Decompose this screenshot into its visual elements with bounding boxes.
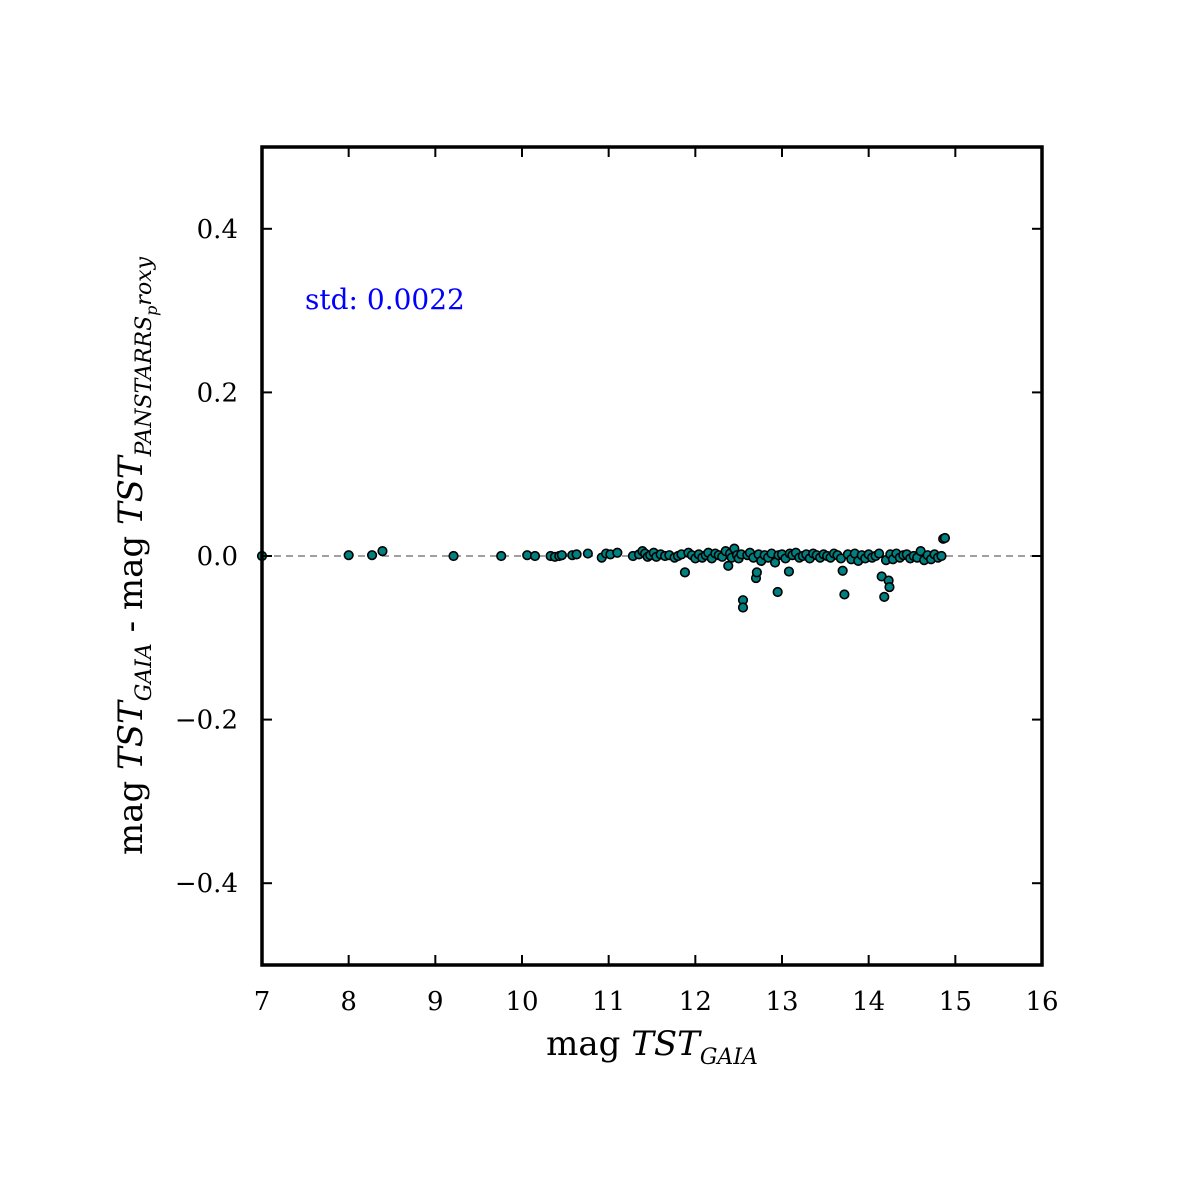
y-tick-label: 0.2: [197, 378, 238, 408]
x-tick-label: 14: [852, 987, 885, 1017]
data-point: [939, 532, 951, 544]
data-point: [679, 567, 691, 578]
data-point: [556, 550, 567, 561]
x-tick-label: 15: [939, 987, 972, 1017]
data-point: [571, 549, 582, 560]
data-point: [366, 550, 378, 561]
data-point: [582, 548, 593, 559]
data-points: [256, 532, 951, 613]
data-point: [873, 548, 885, 559]
x-tick-label: 9: [427, 987, 444, 1017]
x-tick-label: 7: [254, 987, 271, 1017]
data-point: [936, 550, 947, 562]
data-point: [839, 589, 850, 600]
y-tick-label: 0.4: [197, 215, 238, 245]
data-point: [751, 567, 762, 578]
data-point: [343, 550, 354, 561]
std-annotation: std: 0.0022: [305, 283, 465, 316]
data-point: [612, 547, 623, 558]
x-tick-label: 8: [340, 987, 357, 1017]
x-tick-label: 16: [1025, 987, 1058, 1017]
x-tick-label: 10: [505, 987, 538, 1017]
plot-frame: [260, 145, 1044, 967]
y-axis-label: mag TSTGAIA - mag TSTPANSTARRSproxy: [111, 256, 161, 855]
data-point: [884, 581, 895, 593]
data-point: [377, 545, 388, 557]
data-point: [837, 565, 848, 576]
data-point: [783, 566, 795, 577]
data-point: [529, 550, 541, 562]
data-point: [496, 550, 507, 562]
y-tick-label: −0.4: [175, 869, 238, 899]
x-tick-label: 12: [679, 987, 712, 1017]
data-point: [448, 550, 459, 562]
y-tick-label: 0.0: [197, 542, 238, 572]
data-point: [772, 586, 783, 598]
data-point: [737, 602, 749, 613]
data-point: [723, 560, 734, 571]
y-tick-label: −0.2: [175, 706, 238, 736]
data-point: [879, 591, 890, 603]
x-tick-label: 13: [765, 987, 798, 1017]
x-tick-label: 11: [592, 987, 625, 1017]
x-axis-label: mag TSTGAIA: [546, 1024, 758, 1070]
